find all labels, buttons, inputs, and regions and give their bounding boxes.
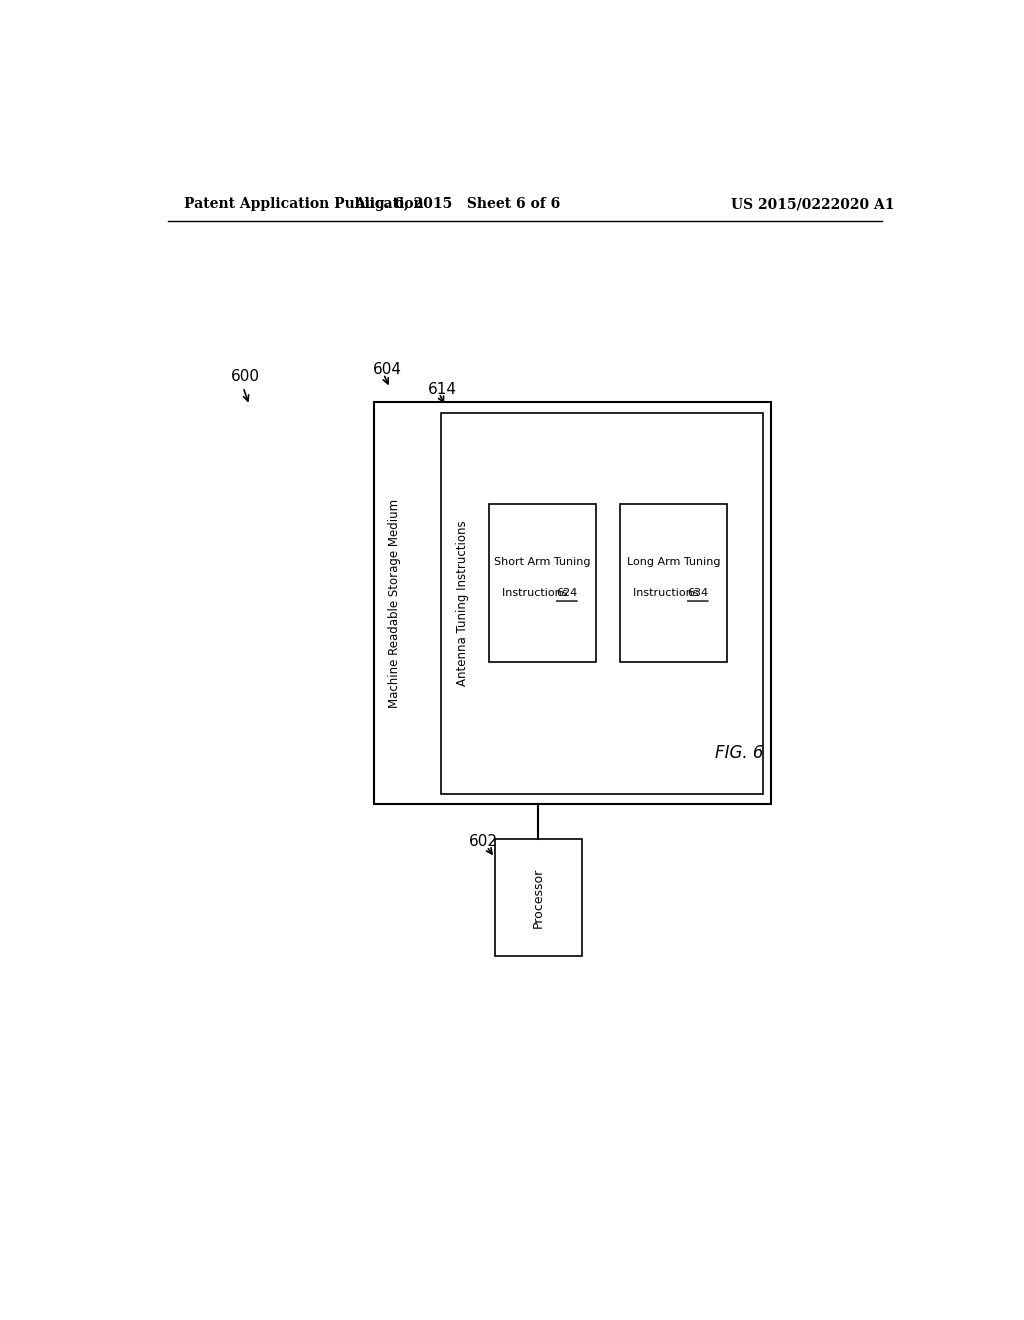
Text: Aug. 6, 2015   Sheet 6 of 6: Aug. 6, 2015 Sheet 6 of 6 <box>354 197 560 211</box>
Bar <box>489 504 596 661</box>
Text: Instructions: Instructions <box>633 587 701 598</box>
Text: Instructions: Instructions <box>502 587 570 598</box>
Text: 600: 600 <box>231 370 260 384</box>
Text: 614: 614 <box>428 381 457 396</box>
Text: 624: 624 <box>556 587 578 598</box>
Text: Patent Application Publication: Patent Application Publication <box>183 197 423 211</box>
Bar <box>441 413 763 793</box>
Text: FIG. 6: FIG. 6 <box>715 744 764 762</box>
Text: Short Arm Tuning: Short Arm Tuning <box>495 557 591 568</box>
Text: Machine Readable Storage Medium: Machine Readable Storage Medium <box>388 499 401 708</box>
Bar <box>374 403 771 804</box>
Text: US 2015/0222020 A1: US 2015/0222020 A1 <box>731 197 895 211</box>
Text: Long Arm Tuning: Long Arm Tuning <box>627 557 720 568</box>
Text: 604: 604 <box>373 362 401 378</box>
Text: 634: 634 <box>687 587 708 598</box>
Text: Antenna Tuning Instructions: Antenna Tuning Instructions <box>456 520 469 686</box>
Bar <box>495 840 582 956</box>
Bar <box>620 504 727 661</box>
Text: 602: 602 <box>469 834 499 849</box>
Text: Processor: Processor <box>531 867 545 928</box>
